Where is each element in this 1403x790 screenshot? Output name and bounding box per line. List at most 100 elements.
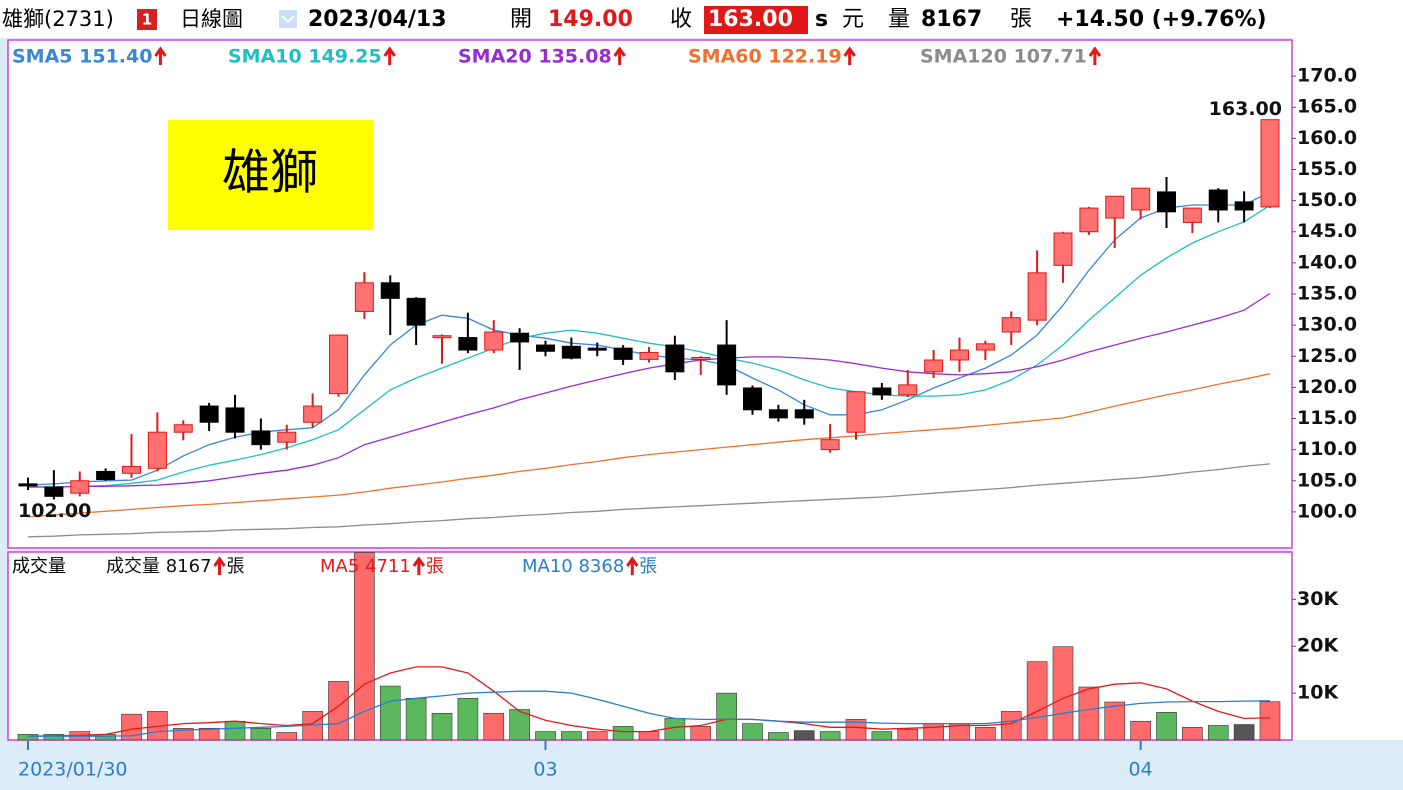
candle-body (199, 405, 219, 423)
candle-body (1079, 207, 1099, 233)
ma-line (27, 666, 1271, 737)
volume-bar (224, 720, 246, 741)
candle-body (44, 486, 64, 497)
candle-body (587, 347, 607, 351)
y-tick-label: 130.0 (1297, 314, 1357, 336)
candle-body (329, 334, 348, 395)
candle-body (561, 345, 581, 359)
candle-body (432, 335, 452, 339)
candle-body (1157, 191, 1176, 213)
y-tick-label: 120.0 (1297, 376, 1357, 398)
up-arrow-icon (843, 46, 856, 65)
y-tick-label: 125.0 (1297, 345, 1357, 367)
candle-body (794, 409, 814, 419)
header-bar (0, 0, 1403, 38)
dropdown-arrow (281, 15, 295, 24)
x-tick-label: 04 (1129, 759, 1153, 781)
stock-label-box (168, 120, 373, 230)
volume-bar (1052, 646, 1074, 741)
y-tick-label: 135.0 (1297, 283, 1357, 305)
volume-bar (509, 709, 530, 741)
y-tick-label: 110.0 (1297, 438, 1357, 460)
legend-unit: 張 (639, 556, 657, 577)
candle-body (1260, 119, 1280, 208)
ma-line (28, 292, 1271, 488)
volume-bar (1156, 712, 1177, 741)
candle-body (768, 409, 788, 419)
volume-panel (7, 551, 1293, 741)
volume-bar (1130, 720, 1151, 741)
legend-entry: MA5 4711 (320, 556, 411, 577)
up-arrow-icon (154, 46, 167, 65)
legend-entry: SMA5 151.40 (12, 46, 152, 68)
up-arrow-icon (1088, 46, 1102, 65)
volume-bar (586, 731, 608, 741)
badge-bg[interactable] (137, 9, 157, 30)
y-tick-label: 145.0 (1297, 220, 1357, 242)
price-panel (7, 39, 1293, 549)
up-arrow-icon (213, 556, 226, 575)
up-arrow-icon (626, 556, 639, 575)
y-tick-label: 155.0 (1297, 158, 1357, 180)
volume-bar (716, 692, 737, 741)
axis-area (1292, 38, 1403, 740)
up-arrow-icon (412, 556, 426, 575)
candle-body (665, 344, 685, 373)
candle-body (354, 282, 374, 312)
candle-body (1105, 195, 1125, 219)
candle-body (18, 483, 38, 487)
volume-title: 成交量 (12, 556, 66, 577)
candle-body (484, 331, 504, 351)
candle-body (1234, 201, 1254, 211)
volume-bar (198, 727, 220, 741)
candle-body (1182, 207, 1202, 223)
badge[interactable]: 1 (142, 11, 152, 29)
volume-bar (17, 734, 39, 741)
y-tick-label: 30K (1297, 588, 1339, 610)
candle-body (458, 337, 478, 351)
volume-bar (690, 726, 712, 741)
candle-body (70, 480, 90, 494)
candle-body (898, 384, 918, 396)
volume-bar (431, 712, 453, 741)
y-tick-label: 20K (1297, 635, 1339, 657)
y-tick-label: 100.0 (1297, 500, 1357, 522)
min-label: 102.00 (18, 500, 91, 522)
candle-body (251, 430, 271, 446)
legend-unit: 張 (227, 556, 245, 577)
y-tick-label: 150.0 (1297, 189, 1357, 211)
volume-bar (1207, 725, 1229, 741)
volume-bar (664, 718, 686, 741)
volume-unit: 張 (1010, 7, 1032, 32)
y-tick-label: 115.0 (1297, 407, 1357, 429)
volume-bar (561, 731, 582, 741)
legend-entry: SMA120 107.71 (920, 46, 1087, 68)
dropdown[interactable] (279, 10, 297, 28)
period[interactable]: 日線圖 (180, 7, 243, 31)
volume-bar (354, 552, 375, 741)
volume-bar (819, 731, 841, 741)
open-label: 開 (510, 7, 532, 32)
volume-bar (457, 697, 479, 741)
candle-body (277, 431, 297, 443)
close: 163.00 (708, 7, 793, 32)
volume-bar (405, 697, 427, 741)
candle-body (1208, 189, 1228, 211)
volume-bar (742, 723, 763, 741)
currency: 元 (842, 7, 864, 32)
candle-body (950, 349, 969, 361)
candle-body (536, 344, 555, 352)
legend-entry: MA10 8368 (522, 556, 624, 577)
volume-bar (1104, 701, 1126, 741)
y-tick-label: 170.0 (1297, 65, 1357, 87)
max-label: 163.00 (1209, 98, 1282, 120)
volume-bar (897, 728, 919, 741)
y-tick-label: 105.0 (1297, 469, 1357, 491)
volume-bar (1078, 686, 1100, 741)
candle-body (639, 352, 659, 360)
volume-bar (43, 734, 65, 741)
up-arrow-icon (383, 46, 396, 65)
candle-body (613, 347, 633, 360)
volume-bar (535, 731, 556, 741)
